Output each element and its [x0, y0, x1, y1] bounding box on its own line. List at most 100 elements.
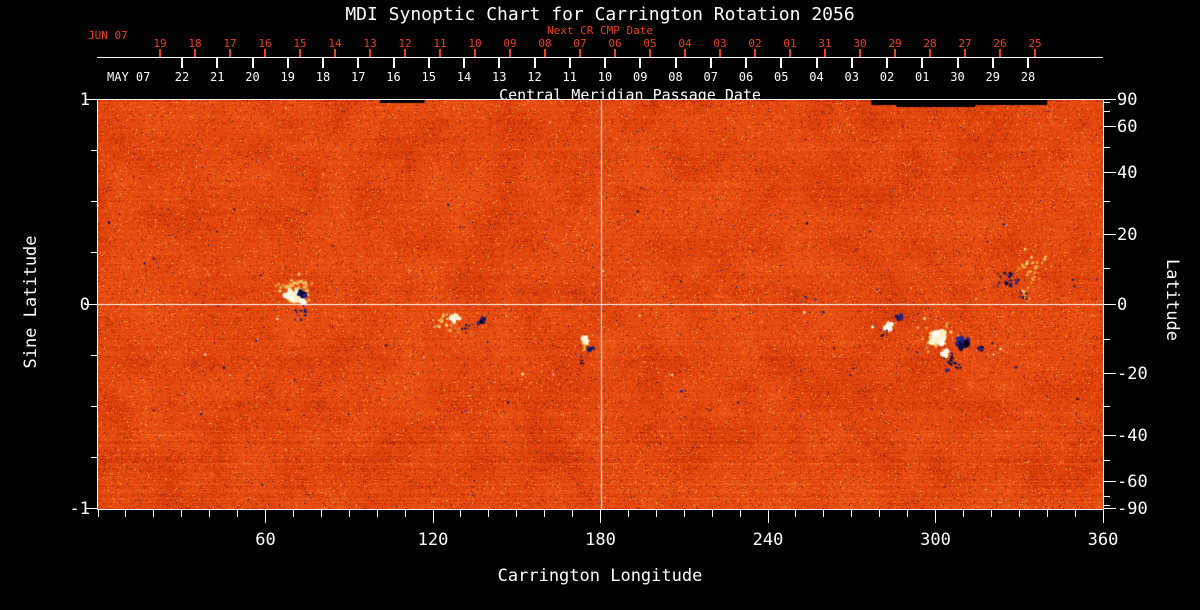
longitude-minor-tick [488, 510, 490, 517]
next-cr-date-tick [404, 49, 406, 57]
cmp-date: 05 [774, 70, 789, 84]
next-cr-date: 10 [468, 37, 482, 50]
next-cr-date: 01 [783, 37, 797, 50]
longitude-minor-tick [320, 510, 322, 517]
next-cr-date-tick [439, 49, 441, 57]
next-cr-date-tick [614, 49, 616, 57]
latitude-minor-tick [1104, 102, 1110, 104]
latitude-major-tick [1104, 233, 1116, 235]
next-cr-date: 13 [363, 37, 377, 50]
longitude-major-tick [432, 510, 434, 523]
next-cr-date: 07 [573, 37, 587, 50]
cmp-date-tick [745, 58, 747, 68]
carrington-longitude-axis-title: Carrington Longitude [497, 566, 703, 586]
latitude-minor-tick [1104, 405, 1110, 407]
next-cr-date: 14 [328, 37, 342, 50]
latitude-tick-label: 40 [1117, 163, 1138, 184]
next-cr-date: 26 [993, 37, 1007, 50]
next-cr-date: 18 [188, 37, 202, 50]
cmp-date: 18 [315, 70, 331, 84]
next-cr-date-tick [509, 49, 511, 57]
next-cr-date-tick [894, 49, 896, 57]
next-cr-date-tick [579, 49, 581, 57]
longitude-minor-tick [460, 510, 462, 517]
next-cr-date: 16 [258, 37, 272, 50]
cmp-date-tick [921, 58, 924, 68]
cmp-month-label: MAY 07 [107, 70, 151, 84]
longitude-minor-tick [572, 510, 574, 517]
sine-latitude-minor-tick [91, 405, 97, 407]
longitude-major-tick [600, 510, 601, 523]
longitude-tick-label: 180 [585, 530, 616, 550]
longitude-minor-tick [181, 510, 183, 517]
cmp-date: 16 [386, 70, 401, 84]
cmp-date: 09 [633, 70, 648, 84]
latitude-major-tick [1104, 434, 1116, 436]
next-cr-month-label: JUN 07 [88, 29, 128, 42]
longitude-minor-tick [125, 510, 127, 517]
cmp-date-tick [216, 58, 219, 68]
next-cr-date-tick [719, 49, 721, 57]
cmp-date: 20 [245, 70, 260, 84]
longitude-minor-tick [627, 510, 629, 517]
latitude-tick-label: -40 [1117, 425, 1148, 446]
next-cr-date-tick [299, 49, 301, 57]
longitude-minor-tick [376, 510, 378, 517]
sine-latitude-minor-tick [91, 354, 97, 356]
longitude-minor-tick [153, 510, 155, 517]
next-cr-date-tick [264, 49, 266, 57]
cmp-date: 06 [738, 70, 754, 84]
longitude-minor-tick [209, 510, 211, 517]
cmp-date-tick [991, 58, 994, 68]
next-cr-date: 25 [1028, 37, 1042, 50]
next-cr-date: 15 [293, 37, 307, 50]
cmp-date: 07 [703, 70, 718, 84]
next-cr-date-tick [859, 49, 861, 57]
longitude-major-tick [767, 510, 769, 523]
next-cr-date: 27 [958, 37, 972, 50]
longitude-minor-tick [879, 510, 881, 517]
next-cr-date: 31 [818, 37, 832, 50]
latitude-tick-label: -20 [1117, 364, 1148, 385]
next-cr-date-tick [159, 49, 161, 57]
cmp-date: 21 [210, 70, 225, 84]
next-cr-date: 09 [503, 37, 517, 50]
latitude-major-tick [1104, 303, 1116, 305]
cmp-date: 30 [950, 70, 965, 84]
next-cr-date: 02 [748, 37, 762, 50]
longitude-tick-label: 360 [1087, 530, 1119, 550]
cmp-date: 13 [492, 70, 507, 84]
next-cr-date-tick [684, 49, 686, 57]
next-cr-date-tick [754, 49, 756, 57]
next-cr-date: 28 [923, 37, 937, 50]
sine-latitude-minor-tick [91, 252, 97, 254]
longitude-minor-tick [739, 510, 741, 517]
cmp-date-tick [674, 58, 677, 68]
cmp-date: 12 [527, 70, 542, 84]
latitude-minor-tick [1104, 504, 1110, 506]
cmp-date: 04 [809, 70, 824, 84]
next-cr-date: 17 [223, 37, 237, 50]
next-cr-date: 04 [678, 37, 692, 50]
next-cr-date: 29 [888, 37, 902, 50]
cmp-date-tick [1027, 58, 1029, 68]
latitude-minor-tick [1104, 460, 1110, 462]
latitude-axis-title: Latitude [1162, 259, 1182, 341]
longitude-tick-label: 240 [752, 530, 784, 550]
longitude-minor-tick [655, 510, 657, 517]
longitude-minor-tick [516, 510, 518, 517]
cmp-date-tick [850, 58, 853, 68]
next-cr-date-tick [369, 49, 371, 57]
next-cr-date-tick [649, 49, 651, 57]
cmp-date: 29 [985, 70, 1000, 84]
cmp-date-tick [709, 58, 712, 68]
next-cr-date: 08 [538, 37, 552, 50]
sine-latitude-major-tick [85, 99, 97, 100]
cmp-date-tick [498, 58, 501, 68]
cmp-date-tick [357, 58, 360, 68]
cmp-date-tick [780, 58, 783, 68]
cmp-date: 01 [915, 70, 930, 84]
longitude-minor-tick [683, 510, 685, 517]
cmp-date-tick [568, 58, 571, 68]
